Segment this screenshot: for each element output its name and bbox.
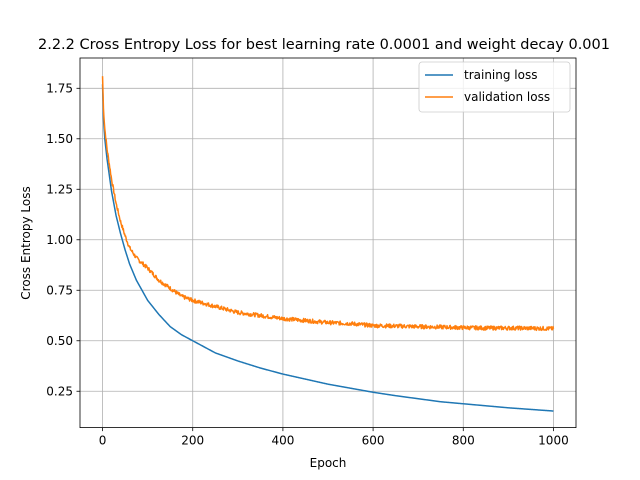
legend-box — [418, 61, 571, 113]
plot-area — [80, 58, 576, 428]
chart-title: 2.2.2 Cross Entropy Loss for best learni… — [38, 37, 610, 53]
y-axis-ticks: 0.25 0.50 0.75 1.00 1.25 1.50 1.75 — [46, 82, 80, 399]
grid-lines — [80, 58, 576, 428]
legend-label-validation-loss: validation loss — [464, 90, 550, 104]
legend-label-training-loss: training loss — [464, 68, 537, 82]
legend: training loss validation loss — [418, 61, 571, 113]
x-tick-label: 400 — [271, 434, 294, 448]
x-tick-label: 0 — [99, 434, 107, 448]
x-tick-label: 1000 — [538, 434, 569, 448]
plot-frame — [79, 57, 577, 429]
y-tick-label: 0.75 — [46, 284, 73, 298]
x-tick-label: 800 — [452, 434, 475, 448]
x-tick-label: 600 — [362, 434, 385, 448]
y-tick-label: 1.25 — [46, 183, 73, 197]
series-layer — [101, 76, 555, 412]
x-axis-label: Epoch — [310, 456, 347, 470]
y-tick-label: 1.75 — [46, 82, 73, 96]
x-tick-label: 200 — [181, 434, 204, 448]
y-tick-label: 0.25 — [46, 385, 73, 399]
y-tick-label: 0.50 — [46, 334, 73, 348]
y-tick-label: 1.50 — [46, 132, 73, 146]
y-axis-label: Cross Entropy Loss — [19, 186, 33, 299]
series-line-training-loss — [101, 84, 554, 412]
series-line-validation-loss — [101, 76, 555, 332]
y-tick-label: 1.00 — [46, 233, 73, 247]
x-axis-ticks: 0 200 400 600 800 1000 — [99, 427, 569, 448]
